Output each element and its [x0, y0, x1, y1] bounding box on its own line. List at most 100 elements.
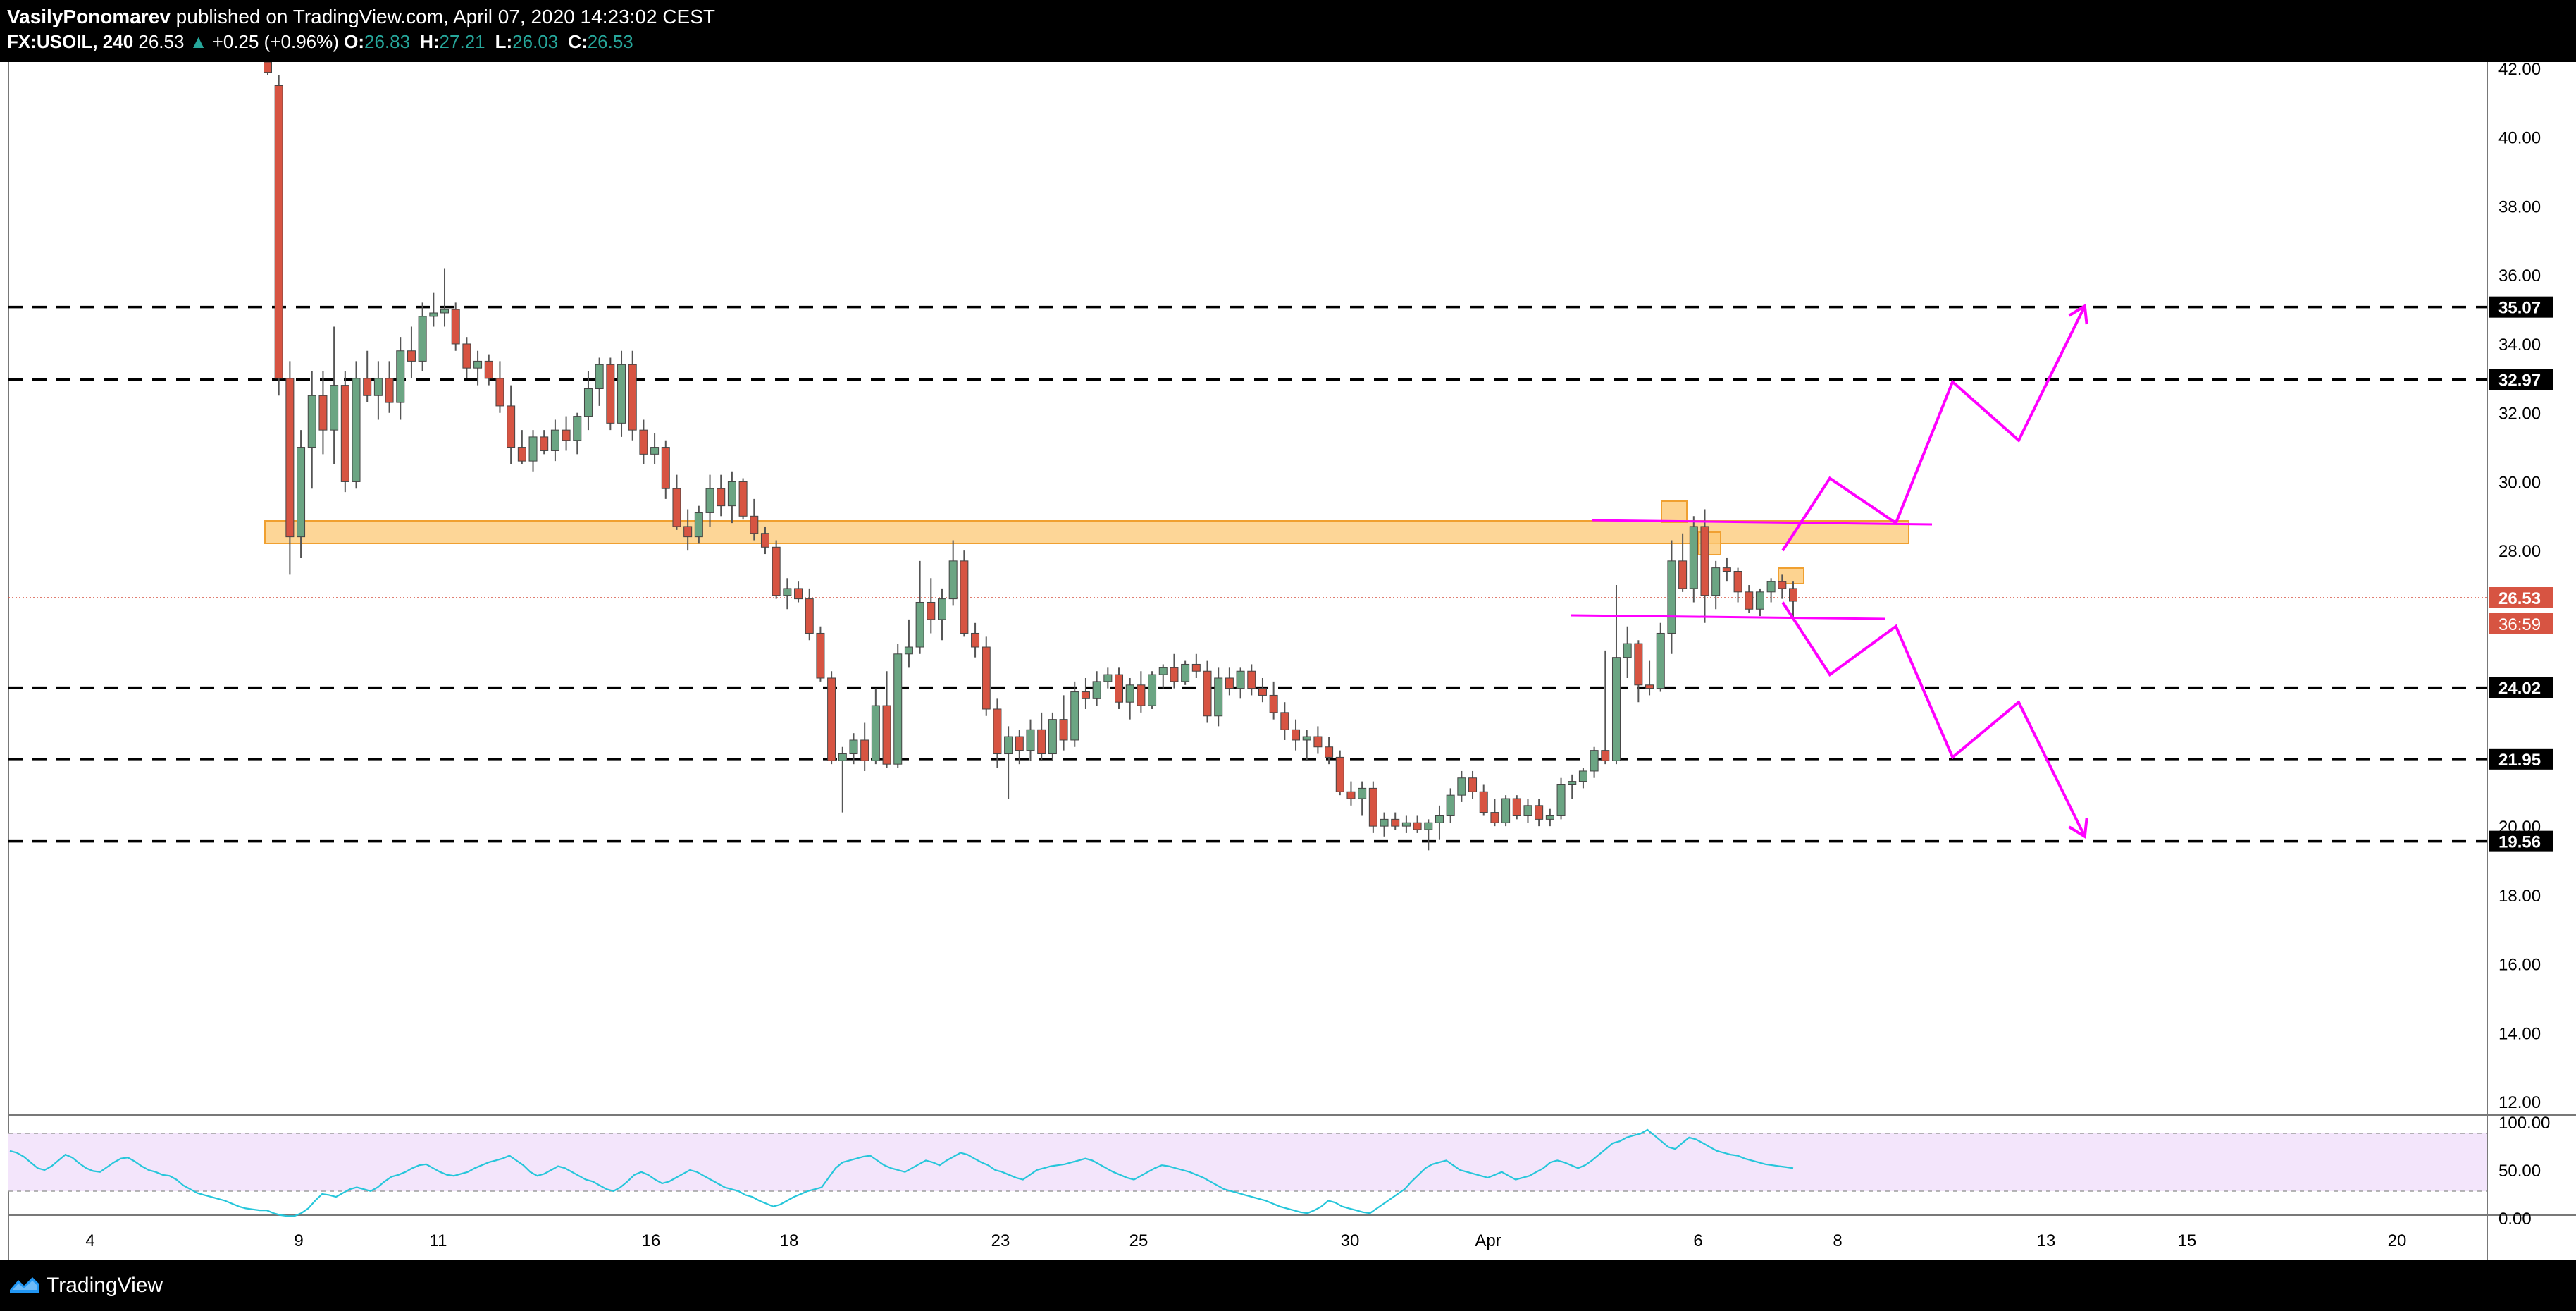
- candle-body: [1225, 677, 1234, 689]
- countdown-label: 36:59: [2498, 615, 2541, 634]
- candle-body: [1181, 663, 1190, 682]
- candle-body: [904, 646, 913, 655]
- candle-body: [1391, 818, 1400, 827]
- candle-body: [1148, 674, 1157, 706]
- lower-trendline[interactable]: [1571, 614, 1886, 620]
- candle-body: [528, 436, 538, 462]
- candle-body: [540, 436, 549, 451]
- candle-body: [1578, 770, 1587, 782]
- rsi-tick-label: 0.00: [2498, 1210, 2532, 1229]
- symbol-label[interactable]: FX:USOIL, 240: [7, 31, 134, 52]
- candle-body: [550, 429, 559, 451]
- bearish-projection[interactable]: [1781, 601, 2086, 837]
- x-tick-label: 23: [991, 1231, 1010, 1250]
- candle-body: [948, 560, 958, 600]
- candle-body: [915, 601, 924, 648]
- candle-body: [1269, 694, 1278, 713]
- level-label-bg: [2489, 830, 2553, 852]
- upper-trendline[interactable]: [1592, 519, 1933, 526]
- y-tick-label: 38.00: [2498, 197, 2541, 216]
- candle-body: [982, 646, 991, 710]
- level-label-bg: [2489, 677, 2553, 698]
- x-tick-label: 13: [2037, 1231, 2056, 1250]
- price-axis[interactable]: 42.00 40.00 38.00 36.00 34.00 32.00 30.00 28.00…: [2498, 60, 2541, 1112]
- x-tick-label: 11: [430, 1231, 447, 1250]
- candle-body: [1292, 729, 1301, 741]
- candle-body: [871, 705, 880, 761]
- candle-body: [385, 378, 394, 403]
- projection-arrows[interactable]: [1781, 303, 2088, 839]
- highlight-box[interactable]: [1661, 500, 1688, 523]
- brand-name[interactable]: TradingView: [47, 1274, 163, 1297]
- candle-body: [738, 481, 748, 517]
- author-name[interactable]: VasilyPonomarev: [7, 6, 171, 27]
- candle-body: [1325, 746, 1334, 758]
- candle-body: [440, 309, 450, 314]
- candle-body: [860, 739, 869, 761]
- candle-body: [1380, 818, 1389, 827]
- candle-body: [683, 526, 693, 538]
- up-arrow-icon: ▲: [189, 31, 208, 52]
- candle-body: [694, 512, 703, 538]
- candle-body: [1678, 560, 1688, 589]
- candle-body: [1059, 719, 1068, 741]
- candle-body: [484, 360, 493, 379]
- candle-body: [495, 378, 504, 407]
- highlight-box[interactable]: [1778, 567, 1804, 584]
- candle-body: [1568, 781, 1577, 785]
- x-tick-label: 18: [780, 1231, 799, 1250]
- candle-body: [573, 416, 582, 441]
- candle-body: [1689, 526, 1698, 589]
- candle-body: [1501, 798, 1511, 823]
- candle-body: [672, 488, 681, 527]
- x-tick-label: 20: [2388, 1231, 2407, 1250]
- last-price-label: 26.53: [2498, 589, 2541, 608]
- resistance-zone[interactable]: [264, 520, 1909, 544]
- candle-body: [418, 316, 427, 362]
- candle-body: [727, 481, 736, 507]
- candle-body: [429, 312, 438, 317]
- candle-body: [628, 364, 637, 431]
- candle-body: [1733, 571, 1742, 593]
- level-label-bg: [2489, 296, 2553, 318]
- candle-body: [816, 632, 825, 679]
- candle-body: [606, 364, 615, 424]
- candle-body: [805, 598, 814, 634]
- candle-body: [595, 364, 604, 389]
- candle-body: [1004, 736, 1013, 755]
- y-tick-label: 12.00: [2498, 1093, 2541, 1112]
- x-tick-label: 30: [1341, 1231, 1360, 1250]
- candle-body: [1424, 822, 1433, 830]
- last-price: 26.53: [138, 31, 185, 52]
- candle-body: [517, 447, 526, 462]
- y-tick-label: 40.00: [2498, 129, 2541, 148]
- candle-body: [1468, 777, 1478, 792]
- bullish-projection[interactable]: [1781, 305, 2086, 552]
- horizontal-levels[interactable]: [8, 305, 2487, 843]
- candle-body: [1048, 719, 1057, 755]
- candle-body: [396, 350, 405, 403]
- candle-body: [760, 533, 769, 548]
- candle-body: [617, 364, 626, 424]
- candle-body: [1667, 560, 1676, 634]
- publish-info: VasilyPonomarev published on TradingView…: [7, 4, 715, 30]
- y-tick-label: 16.00: [2498, 956, 2541, 975]
- candle-body: [1026, 729, 1035, 751]
- candle-body: [1070, 691, 1079, 741]
- low-value: 26.03: [512, 31, 559, 52]
- candle-body: [1766, 581, 1776, 593]
- time-axis[interactable]: 4 9 11 16 18 23 25 30 Apr 6 8 13 15 20: [85, 1231, 2406, 1250]
- candle-body: [1401, 822, 1411, 827]
- y-tick-label: 32.00: [2498, 405, 2541, 424]
- candle-body: [318, 395, 328, 431]
- candle-body: [1446, 794, 1455, 816]
- y-tick-label: 28.00: [2498, 542, 2541, 561]
- tradingview-logo-icon[interactable]: [8, 1274, 41, 1295]
- candle-body: [849, 739, 858, 755]
- candle-body: [1214, 677, 1223, 717]
- candle-body: [1335, 756, 1344, 792]
- level-label: 21.95: [2498, 751, 2541, 770]
- candle-body: [1545, 815, 1554, 820]
- candle-body: [330, 385, 339, 431]
